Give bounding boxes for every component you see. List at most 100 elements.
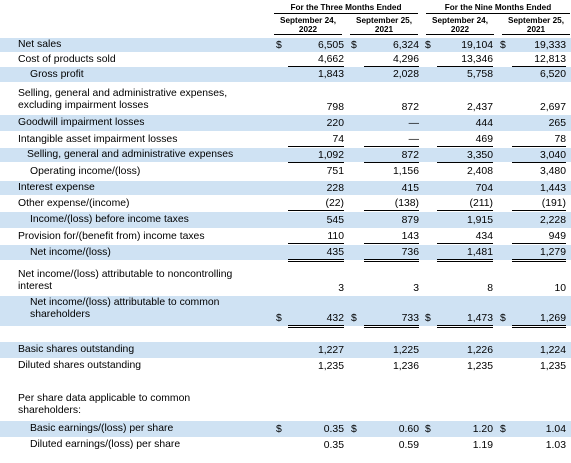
table-cell: 6,505	[317, 39, 344, 51]
table-cell: 78	[512, 133, 566, 147]
table-cell: 733	[364, 312, 419, 328]
table-cell: 1,236	[392, 360, 419, 372]
table-cell: 1,481	[437, 246, 493, 262]
table-cell: 1,473	[437, 312, 493, 328]
dollar-sign: $	[276, 39, 282, 51]
row-label: Interest expense	[18, 182, 95, 194]
table-cell: 798	[326, 102, 344, 113]
row-label: Operating income/(loss)	[30, 166, 140, 178]
row-label-line: Net income/(loss)	[30, 246, 111, 258]
table-cell: 1,235	[539, 360, 566, 372]
table-row: Other expense/(income) (22) (138) (211) (191…	[0, 196, 571, 211]
table-row: Basic earnings/(loss) per share $0.35 $0.6…	[0, 421, 571, 437]
table-row: Gross profit 1,843 2,028 5,758 6,520	[0, 67, 571, 82]
table-cell: 19,104	[461, 39, 493, 51]
row-label: Other expense/(income)	[18, 198, 129, 210]
table-cell: 1.20	[472, 423, 493, 435]
table-cell: 1.04	[545, 423, 566, 435]
column-header-line1: September 24,	[280, 16, 336, 25]
row-label: Basic shares outstanding	[18, 344, 134, 356]
table-cell: 13,346	[437, 53, 493, 67]
table-cell: 879	[401, 214, 419, 226]
table-cell: 3	[413, 283, 419, 294]
table-cell: 0.59	[398, 439, 419, 451]
table-row: Interest expense 228 415 704 1,443	[0, 181, 571, 195]
table-cell: —	[364, 133, 419, 147]
dollar-sign: $	[500, 423, 506, 435]
table-row: Operating income/(loss) 751 1,156 2,408 3,48…	[0, 164, 571, 179]
table-row: Per share data applicable to common share…	[0, 392, 571, 419]
row-label-line: Per share data applicable to common	[18, 393, 191, 404]
column-header: September 24, 2022	[274, 16, 342, 35]
column-header: September 25, 2021	[350, 16, 418, 35]
table-cell: 6,520	[539, 69, 566, 80]
row-label: Provision for/(benefit from) income taxe…	[18, 231, 205, 243]
table-cell: 1.19	[472, 439, 493, 451]
row-label: Selling, general and administrative expe…	[18, 88, 227, 111]
row-label-line: shareholders:	[18, 404, 81, 416]
table-cell: 2,697	[539, 102, 566, 113]
dollar-sign: $	[276, 313, 282, 324]
row-label-line: Income/(loss) before income taxes	[30, 214, 189, 225]
table-row: Selling, general and administrative expe…	[0, 148, 571, 163]
row-label-line: Gross profit	[30, 68, 84, 80]
table-cell: 12,813	[512, 53, 566, 67]
dollar-sign: $	[425, 39, 431, 51]
table-cell: (22)	[288, 197, 344, 211]
table-cell: 4,662	[288, 53, 344, 67]
dollar-sign: $	[276, 423, 282, 435]
table-row: Net income/(loss) attributable to noncon…	[0, 268, 571, 296]
table-cell: (191)	[512, 197, 566, 211]
row-label-line: Provision for/(benefit from) income taxe…	[18, 230, 205, 242]
table-row: Provision for/(benefit from) income taxe…	[0, 229, 571, 244]
table-cell: 74	[288, 133, 344, 147]
table-cell: 110	[288, 230, 344, 244]
column-header: September 25, 2021	[502, 16, 570, 35]
table-cell: 0.35	[323, 423, 344, 435]
table-cell: 444	[475, 117, 493, 129]
table-cell: 1,235	[317, 360, 344, 372]
row-label-line: Diluted earnings/(loss) per share	[30, 439, 181, 450]
dollar-sign: $	[500, 39, 506, 51]
table-cell: 435	[288, 246, 344, 262]
row-label-line: Selling, general and administrative expe…	[18, 88, 228, 99]
row-label: Gross profit	[30, 69, 84, 81]
row-label-line: Net income/(loss) attributable to noncon…	[18, 269, 233, 280]
row-label-line: Net sales	[18, 39, 62, 50]
table-cell: 1,227	[317, 344, 344, 356]
table-cell: 432	[288, 312, 344, 328]
table-cell: 2,228	[539, 214, 566, 226]
table-cell: 1.03	[545, 439, 566, 451]
table-row: Selling, general and administrative expe…	[0, 87, 571, 115]
table-cell: 3,480	[539, 166, 566, 177]
row-label-line: excluding impairment losses	[18, 99, 149, 111]
table-cell: 2,028	[392, 69, 419, 80]
row-label: Goodwill impairment losses	[18, 117, 144, 129]
table-cell: 5,758	[466, 69, 493, 80]
table-cell: 2,437	[466, 102, 493, 113]
table-cell: 1,915	[466, 214, 493, 226]
table-cell: 2,408	[466, 166, 493, 177]
row-label-line: Goodwill impairment losses	[18, 117, 145, 128]
row-label-line: Diluted shares outstanding	[18, 360, 142, 371]
table-cell: 1,225	[392, 344, 419, 356]
table-cell: 228	[326, 182, 344, 194]
row-label-line: Basic shares outstanding	[18, 344, 135, 355]
row-label-line: Interest expense	[18, 182, 95, 193]
table-row: Income/(loss) before income taxes 545 879 1…	[0, 212, 571, 228]
column-header-line2: 2022	[450, 25, 470, 34]
row-label: Net income/(loss)	[30, 247, 111, 259]
row-label: Diluted shares outstanding	[18, 360, 141, 372]
dollar-sign: $	[425, 313, 431, 324]
table-cell: 751	[326, 166, 344, 177]
row-label-line: Basic earnings/(loss) per share	[30, 423, 174, 434]
table-cell: 265	[548, 117, 566, 129]
column-header-line2: 2022	[298, 25, 318, 34]
table-cell: 1,092	[288, 149, 344, 163]
table-cell: 3	[338, 283, 344, 294]
row-label: Per share data applicable to common share…	[18, 393, 190, 416]
row-label: Net income/(loss) attributable to common…	[30, 297, 219, 320]
column-header-line1: September 25,	[508, 16, 564, 25]
table-cell: 434	[437, 230, 493, 244]
table-cell: 1,235	[466, 360, 493, 372]
